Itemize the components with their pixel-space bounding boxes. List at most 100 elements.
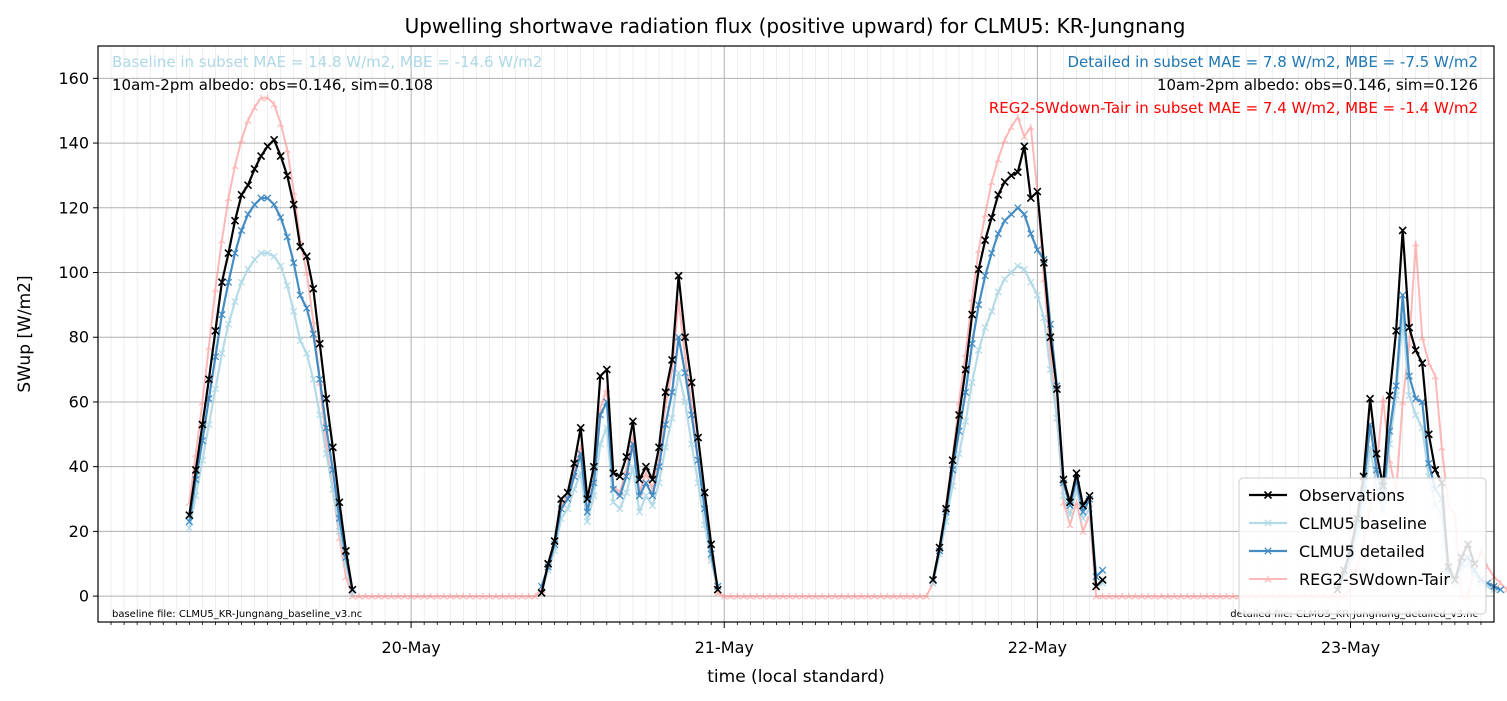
data-point: [296, 291, 304, 299]
data-point: [290, 259, 298, 267]
data-point: [635, 508, 644, 516]
data-point: [1418, 359, 1427, 368]
data-point: [583, 494, 592, 504]
data-point: [635, 475, 644, 484]
data-point: [948, 456, 957, 465]
data-point: [622, 452, 631, 462]
data-point: [681, 369, 689, 377]
y-tick-label: 160: [58, 69, 89, 88]
data-point: [355, 592, 363, 600]
data-point: [896, 592, 904, 600]
data-point: [492, 592, 500, 600]
data-point: [994, 288, 1002, 296]
data-point: [564, 505, 572, 513]
data-point: [283, 233, 291, 241]
data-point: [257, 94, 265, 102]
data-point: [844, 592, 852, 600]
data-point: [687, 411, 696, 419]
data-point: [277, 120, 285, 128]
data-point: [1196, 592, 1205, 600]
data-point: [648, 475, 657, 484]
data-point: [270, 135, 279, 144]
plot-frame: [97, 45, 1495, 623]
data-point: [303, 269, 311, 277]
data-point: [394, 592, 402, 600]
data-point: [1046, 365, 1055, 374]
data-point: [1007, 210, 1015, 218]
data-point: [1001, 275, 1009, 283]
data-point: [231, 162, 239, 170]
series-line: [188, 252, 354, 594]
data-point: [368, 592, 376, 600]
data-point: [205, 420, 213, 429]
data-point: [1014, 204, 1022, 212]
data-point: [1431, 465, 1440, 474]
data-point: [1020, 133, 1028, 141]
data-point: [583, 518, 591, 526]
data-point: [1105, 592, 1113, 600]
series-observations: [185, 135, 1479, 597]
data-point: [1079, 528, 1087, 536]
data-point: [550, 537, 559, 546]
data-point: [401, 592, 409, 600]
data-point: [642, 479, 650, 487]
data-point: [453, 592, 461, 600]
data-point: [1027, 278, 1035, 286]
data-point: [1418, 398, 1426, 406]
legend-item: [1249, 575, 1287, 583]
data-point: [191, 465, 200, 474]
data-point: [211, 285, 220, 293]
legend-box: [1238, 477, 1487, 615]
data-point: [1405, 372, 1413, 380]
data-point: [974, 346, 983, 354]
data-point: [883, 592, 891, 600]
data-point: [1125, 592, 1133, 600]
data-point: [941, 504, 951, 513]
data-point: [1072, 469, 1081, 478]
data-point: [231, 297, 239, 306]
data-point: [1438, 444, 1446, 451]
baseline-albedo-annotation: 10am-2pm albedo: obs=0.146, sim=0.108: [112, 76, 433, 94]
legend-item: [1249, 519, 1287, 527]
x-tick-label: 21-May: [695, 638, 754, 657]
legend-label: Observations: [1299, 486, 1405, 505]
legend-swatch-marker: [1263, 490, 1273, 500]
data-point: [609, 498, 618, 506]
data-point: [283, 146, 291, 154]
data-point: [244, 265, 252, 273]
data-point: [616, 505, 624, 513]
data-point: [315, 339, 324, 348]
data-point: [1496, 579, 1505, 587]
data-point: [1007, 268, 1015, 277]
data-point: [243, 181, 253, 190]
data-point: [1020, 210, 1028, 218]
data-point: [955, 410, 964, 419]
data-point: [440, 592, 448, 600]
data-point: [1496, 585, 1505, 594]
data-point: [994, 190, 1003, 199]
legend-label: CLMU5 baseline: [1299, 514, 1427, 533]
data-point: [654, 443, 664, 452]
data-point: [283, 171, 292, 180]
data-point: [564, 495, 572, 503]
data-point: [838, 592, 846, 600]
data-point: [1092, 582, 1101, 591]
data-point: [1151, 592, 1159, 600]
data-point: [276, 213, 285, 222]
data-point: [1418, 334, 1426, 341]
legend-swatch-marker: [1264, 575, 1272, 583]
data-point: [661, 420, 670, 429]
y-tick-label: 20: [69, 522, 89, 541]
data-point: [955, 450, 963, 458]
y-tick-label: 40: [69, 457, 89, 476]
data-point: [674, 369, 683, 377]
data-point: [1026, 194, 1035, 203]
data-point: [1399, 398, 1407, 406]
data-point: [961, 365, 970, 374]
data-point: [257, 151, 266, 161]
data-point: [224, 320, 233, 328]
data-point: [296, 336, 304, 345]
data-point: [1112, 592, 1120, 600]
data-point: [531, 592, 539, 600]
data-point: [831, 592, 839, 600]
